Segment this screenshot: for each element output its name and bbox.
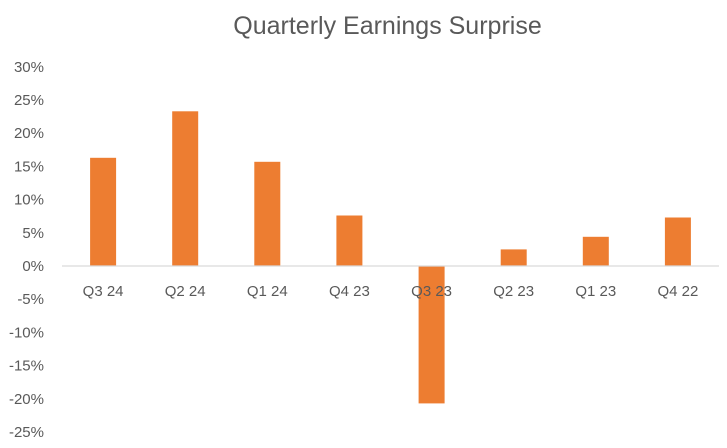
bar	[500, 249, 527, 266]
y-tick-label: 5%	[22, 225, 44, 242]
x-tick-label: Q3 23	[411, 283, 452, 300]
chart-title: Quarterly Earnings Surprise	[233, 12, 542, 40]
bar	[582, 236, 609, 266]
x-tick-label: Q1 24	[247, 283, 288, 300]
y-tick-label: 25%	[14, 92, 44, 109]
y-tick-label: -5%	[17, 291, 44, 308]
x-tick-label: Q4 22	[657, 283, 698, 300]
y-tick-label: 15%	[14, 158, 44, 175]
bar	[90, 157, 117, 266]
y-tick-label: 30%	[14, 59, 44, 76]
bar	[172, 111, 199, 266]
bar	[664, 217, 691, 266]
y-tick-label: -15%	[9, 358, 44, 375]
x-tick-label: Q3 24	[83, 283, 124, 300]
y-tick-label: 0%	[22, 258, 44, 275]
bar	[336, 215, 363, 266]
y-tick-label: -10%	[9, 324, 44, 341]
y-tick-label: -25%	[9, 424, 44, 441]
x-tick-label: Q1 23	[575, 283, 616, 300]
y-tick-label: 20%	[14, 125, 44, 142]
x-tick-label: Q2 24	[165, 283, 206, 300]
bar	[418, 266, 445, 404]
x-tick-label: Q4 23	[329, 283, 370, 300]
y-tick-label: 10%	[14, 192, 44, 209]
y-tick-label: -20%	[9, 391, 44, 408]
x-tick-label: Q2 23	[493, 283, 534, 300]
bar	[254, 161, 281, 266]
